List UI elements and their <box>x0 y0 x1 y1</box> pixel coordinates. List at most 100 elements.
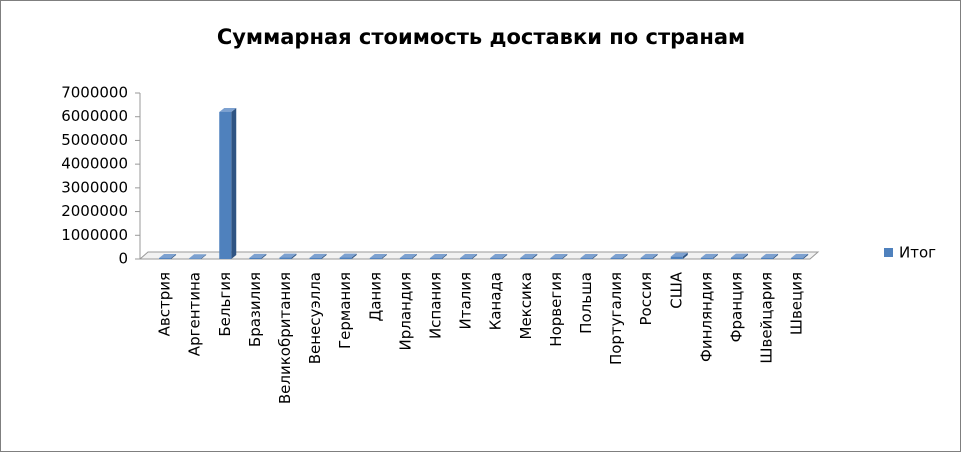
bar <box>219 111 232 259</box>
x-tick-label: Италия <box>457 272 475 330</box>
y-tick-label: 7000000 <box>61 84 128 102</box>
bar-side <box>411 254 417 259</box>
bar <box>520 257 533 259</box>
bar <box>490 258 503 259</box>
bar-side <box>261 253 267 259</box>
y-tick-label: 5000000 <box>61 131 128 149</box>
bar-side <box>171 254 177 259</box>
bar <box>399 258 412 259</box>
bar-side <box>622 254 628 259</box>
y-tick-label: 2000000 <box>61 202 128 220</box>
x-tick-label: Германия <box>336 272 354 349</box>
x-tick-label: Швеция <box>788 272 806 335</box>
bar-side <box>351 253 357 259</box>
bar <box>339 257 352 259</box>
bar <box>309 257 322 259</box>
x-tick-label: Россия <box>637 272 655 326</box>
bar <box>189 258 202 259</box>
bar-top <box>460 254 478 259</box>
x-tick-label: Испания <box>426 272 444 339</box>
x-tick-label: Польша <box>577 272 595 334</box>
bar-side <box>562 254 568 259</box>
bar <box>580 258 593 259</box>
y-tick-label: 1000000 <box>61 226 128 244</box>
bar-top <box>249 253 267 258</box>
bar-side <box>381 254 387 259</box>
bar-side <box>773 253 779 259</box>
bar-top <box>791 253 809 258</box>
y-tick-label: 4000000 <box>61 155 128 173</box>
x-tick-label: Дания <box>366 272 384 322</box>
bar-top <box>339 253 357 258</box>
bar-top <box>399 254 417 259</box>
bar-side <box>652 253 658 259</box>
bar <box>730 257 743 259</box>
legend-swatch <box>884 248 893 257</box>
bar-top <box>550 254 568 259</box>
x-tick-label: Бразилия <box>246 272 264 347</box>
chart-title: Суммарная стоимость доставки по странам <box>217 25 745 49</box>
bar-side <box>321 253 327 259</box>
bar <box>279 257 292 259</box>
bar-top <box>730 253 748 258</box>
bar-top <box>159 254 177 259</box>
x-tick-label: Великобритания <box>276 272 294 404</box>
x-tick-label: Норвегия <box>547 272 565 347</box>
x-tick-label: Венесуэлла <box>306 272 324 364</box>
bar-side <box>682 252 688 259</box>
bar-side <box>742 253 748 259</box>
bar <box>670 256 683 259</box>
bar-top <box>520 253 538 258</box>
plot: 0 1000000 2000000 3000000 4000000 5000000 6000… <box>61 84 809 404</box>
bar-side <box>532 253 538 259</box>
bar <box>550 258 563 259</box>
y-tick-label: 6000000 <box>61 107 128 125</box>
bar <box>460 258 473 259</box>
bar-side <box>502 254 508 259</box>
bar-top <box>610 254 628 259</box>
x-tick-label: Финляндия <box>697 272 715 362</box>
x-tick-label: Франция <box>727 272 745 342</box>
y-tick-label: 3000000 <box>61 178 128 196</box>
bar-top <box>369 254 387 259</box>
bar-top <box>279 253 297 258</box>
bar-top <box>640 253 658 258</box>
x-tick-label: Канада <box>487 272 505 330</box>
bar-side <box>441 254 447 259</box>
bar <box>700 257 713 259</box>
x-tick-label: Австрия <box>156 272 174 336</box>
bar-side <box>231 107 237 259</box>
bar-top <box>761 253 779 258</box>
bar <box>429 258 442 259</box>
x-tick-label: Швейцария <box>758 272 776 364</box>
bar-top <box>189 254 207 259</box>
bar-top <box>700 253 718 258</box>
bar <box>249 257 262 259</box>
bar-side <box>803 253 809 259</box>
bar <box>761 257 774 259</box>
bar <box>369 258 382 259</box>
bar-top <box>490 254 508 259</box>
bar-top <box>219 107 237 112</box>
bar-side <box>291 253 297 259</box>
legend-label: Итог <box>899 244 936 262</box>
bar-side <box>712 253 718 259</box>
bar-top <box>670 252 688 257</box>
bar-top <box>429 254 447 259</box>
x-tick-label: Аргентина <box>186 272 204 356</box>
x-tick-label: США <box>667 271 685 309</box>
bar-top <box>309 253 327 258</box>
x-tick-label: Мексика <box>517 272 535 339</box>
x-tick-label: Португалия <box>607 272 625 365</box>
bar <box>640 257 653 259</box>
bar-side <box>201 254 207 259</box>
bar-side <box>472 254 478 259</box>
bar-top <box>580 254 598 259</box>
bar <box>159 258 172 259</box>
x-tick-label: Бельгия <box>216 272 234 337</box>
x-tick-label: Ирландия <box>396 272 414 350</box>
y-tick-label: 0 <box>118 250 128 268</box>
bar <box>610 258 623 259</box>
